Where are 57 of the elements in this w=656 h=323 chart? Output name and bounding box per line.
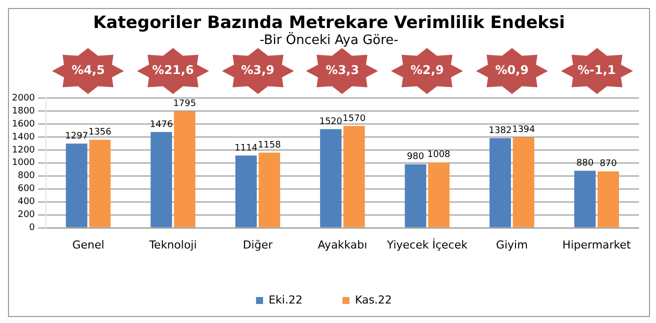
x-tick-label: Giyim: [496, 238, 528, 252]
data-label: 1114: [234, 143, 258, 154]
bar: [320, 129, 342, 228]
bar: [428, 162, 450, 228]
y-tick-label: 400: [18, 197, 36, 208]
data-label: 980: [406, 152, 424, 162]
bar: [404, 164, 426, 228]
x-tick-label: Yiyecek İçecek: [386, 237, 468, 252]
y-tick-label: 1200: [12, 145, 36, 156]
data-label: 880: [576, 158, 594, 169]
data-label: 1394: [512, 125, 536, 136]
data-label: 1382: [488, 126, 512, 136]
text: %3,3: [324, 63, 360, 77]
x-tick-label: Teknoloji: [148, 238, 197, 252]
text: %-1,1: [576, 63, 617, 77]
text: %0,9: [494, 63, 530, 77]
y-tick-label: 1400: [12, 132, 36, 142]
x-tick-label: Genel: [72, 238, 104, 252]
data-label: 1570: [342, 114, 366, 124]
y-tick-label: 2000: [12, 93, 36, 104]
chart-subtitle: -Bir Önceki Aya Göre-: [258, 33, 400, 48]
data-label: 870: [600, 159, 618, 170]
bar: [574, 170, 596, 228]
data-label: 1008: [427, 150, 451, 160]
bar: [174, 111, 196, 228]
y-tick-label: 0: [29, 223, 36, 234]
y-tick-label: 1800: [12, 106, 36, 116]
x-tick-label: Hipermarket: [562, 238, 632, 252]
legend-label: Eki.22: [268, 293, 302, 306]
data-label: 1795: [173, 99, 196, 110]
bar: [343, 126, 365, 228]
legend-label: Kas.22: [354, 293, 392, 306]
y-tick-label: 800: [18, 171, 36, 182]
text: %2,9: [410, 63, 445, 77]
bar: [512, 137, 534, 228]
text: %21,6: [151, 63, 195, 77]
bar: [598, 171, 620, 228]
text: %4,5: [70, 63, 106, 77]
data-label: 1356: [88, 128, 112, 138]
bar: [490, 138, 511, 228]
data-label: 1476: [150, 120, 174, 130]
data-label: 1297: [65, 131, 88, 142]
y-tick-label: 1000: [12, 158, 36, 168]
x-tick-label: Diğer: [242, 238, 274, 252]
bar: [89, 140, 111, 228]
data-label: 1520: [319, 116, 343, 127]
y-tick-label: 600: [18, 184, 36, 194]
x-tick-label: Ayakkabı: [318, 238, 368, 252]
bar: [66, 144, 88, 228]
bar: [258, 152, 280, 228]
text: %3,9: [240, 63, 276, 77]
y-tick-label: 1600: [12, 119, 36, 130]
bar: [235, 156, 257, 228]
chart-title: Kategoriler Bazında Metrekare Verimlilik Endeksi: [92, 13, 566, 33]
y-tick-label: 200: [18, 210, 36, 220]
data-label: 1158: [258, 140, 282, 150]
bar: [150, 132, 172, 228]
